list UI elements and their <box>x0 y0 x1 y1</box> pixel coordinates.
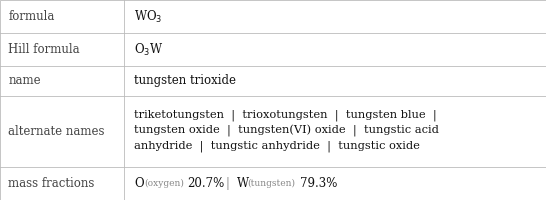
Text: (tungsten): (tungsten) <box>247 179 295 188</box>
Text: tungsten trioxide: tungsten trioxide <box>134 74 236 87</box>
Text: (oxygen): (oxygen) <box>144 179 184 188</box>
Text: name: name <box>8 74 41 87</box>
Text: triketotungsten  |  trioxotungsten  |  tungsten blue  |
tungsten oxide  |  tungs: triketotungsten | trioxotungsten | tungs… <box>134 110 439 152</box>
Text: O$_3$W: O$_3$W <box>134 41 164 58</box>
Text: formula: formula <box>8 10 55 23</box>
Text: WO$_3$: WO$_3$ <box>134 8 163 25</box>
Text: 79.3%: 79.3% <box>300 177 337 190</box>
Text: Hill formula: Hill formula <box>8 43 80 56</box>
Text: alternate names: alternate names <box>8 125 105 138</box>
Text: mass fractions: mass fractions <box>8 177 94 190</box>
Text: |: | <box>225 177 229 190</box>
Text: O: O <box>134 177 144 190</box>
Text: W: W <box>237 177 249 190</box>
Text: 20.7%: 20.7% <box>187 177 224 190</box>
